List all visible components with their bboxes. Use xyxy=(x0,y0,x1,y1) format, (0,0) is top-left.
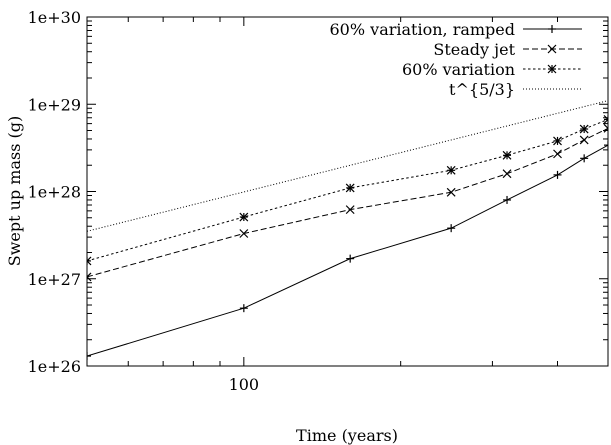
tick-labels: 1e+26 1e+27 1e+28 1e+29 1e+30 100 xyxy=(28,8,260,394)
data-point xyxy=(580,154,589,163)
series-1 xyxy=(87,123,608,282)
data-point xyxy=(239,304,248,313)
y-tick-label: 1e+26 xyxy=(28,357,81,376)
data-point xyxy=(446,187,456,197)
y-tick-label: 1e+30 xyxy=(28,8,81,27)
legend-label: t^{5/3} xyxy=(449,80,515,99)
data-point xyxy=(345,183,355,193)
legend-marker xyxy=(547,44,557,54)
legend-label: Steady jet xyxy=(433,40,515,59)
legend-item: 60% variation, ramped xyxy=(330,20,582,39)
series-3 xyxy=(87,100,608,232)
data-point xyxy=(345,205,355,215)
y-tick-label: 1e+27 xyxy=(28,270,81,289)
legend-label: 60% variation xyxy=(402,60,515,79)
data-point xyxy=(604,141,608,150)
legend-item: 60% variation xyxy=(402,60,582,79)
data-point xyxy=(87,272,92,282)
data-point xyxy=(579,124,589,134)
series-line xyxy=(87,127,608,278)
legend-label: 60% variation, ramped xyxy=(330,20,516,39)
data-point xyxy=(553,170,562,179)
series-line xyxy=(87,118,608,262)
y-tick-label: 1e+28 xyxy=(28,183,81,202)
legend-marker xyxy=(548,25,556,33)
data-point xyxy=(239,229,249,238)
x-tick-label: 100 xyxy=(229,375,260,394)
series-0 xyxy=(87,141,608,361)
series-2 xyxy=(87,115,608,266)
series-layer xyxy=(87,100,608,361)
data-point xyxy=(447,224,456,233)
data-point xyxy=(502,169,512,179)
y-axis-label: Swept up mass (g) xyxy=(5,116,24,266)
data-point xyxy=(346,254,355,263)
data-point xyxy=(87,256,92,266)
y-tick-label: 1e+29 xyxy=(28,95,81,114)
data-point xyxy=(579,135,589,145)
data-point xyxy=(446,165,456,175)
data-point xyxy=(553,149,562,159)
legend-item: Steady jet xyxy=(433,40,582,59)
data-point xyxy=(502,150,512,160)
series-line xyxy=(87,100,608,232)
data-point xyxy=(503,195,512,204)
legend-item: t^{5/3} xyxy=(449,80,582,99)
x-axis-label: Time (years) xyxy=(296,426,398,445)
data-point xyxy=(87,352,91,361)
data-point xyxy=(553,136,562,146)
data-point xyxy=(603,115,608,124)
data-point xyxy=(239,212,249,222)
data-point xyxy=(603,123,608,133)
series-line xyxy=(87,144,608,357)
legend-marker xyxy=(547,64,557,74)
axis-ticks xyxy=(86,16,609,367)
